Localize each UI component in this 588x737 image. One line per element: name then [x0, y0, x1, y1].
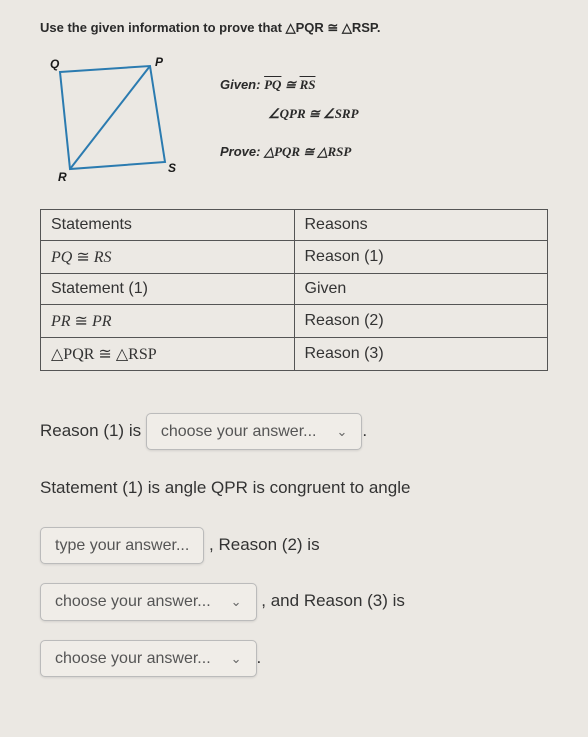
- label-q: Q: [50, 57, 60, 71]
- problem-header: Use the given information to prove that …: [40, 20, 548, 36]
- top-section: Q P S R Given: PQ ≅ RS ∠QPR ≅ ∠SRP Prove…: [40, 54, 548, 184]
- proof-table: Statements Reasons PQ ≅ RS Reason (1) St…: [40, 209, 548, 371]
- statement-1-line: Statement (1) is angle QPR is congruent …: [40, 468, 548, 509]
- select-label: choose your answer...: [55, 650, 211, 667]
- header-reasons: Reasons: [294, 210, 548, 241]
- table-row: PR ≅ PR: [41, 305, 295, 338]
- reason-1-select[interactable]: choose your answer... ⌄: [146, 413, 363, 450]
- answers-block: Reason (1) is choose your answer... ⌄ . S…: [40, 411, 548, 679]
- given-prove-block: Given: PQ ≅ RS ∠QPR ≅ ∠SRP Prove: △PQR ≅…: [220, 71, 359, 167]
- prove-line: Prove: △PQR ≅ △RSP: [220, 138, 359, 167]
- select-label: choose your answer...: [161, 423, 317, 440]
- table-row: △PQR ≅ △RSP: [41, 338, 295, 371]
- statement-1-input-row: type your answer... , Reason (2) is: [40, 525, 548, 566]
- period: .: [362, 421, 367, 440]
- reason-3-select[interactable]: choose your answer... ⌄: [40, 640, 257, 677]
- table-row: Reason (3): [294, 338, 548, 371]
- reason-1-prefix: Reason (1) is: [40, 421, 141, 440]
- parallelogram-diagram: Q P S R: [40, 54, 190, 184]
- table-row: PQ ≅ RS: [41, 241, 295, 274]
- prove-text: △PQR ≅ △RSP: [264, 144, 351, 159]
- reason-2-prefix: , Reason (2) is: [209, 535, 320, 554]
- period: .: [257, 648, 262, 667]
- given-op: ≅: [281, 77, 299, 92]
- reason-2-row: choose your answer... ⌄ , and Reason (3) …: [40, 581, 548, 622]
- given-line-1: Given: PQ ≅ RS: [220, 71, 359, 100]
- label-r: R: [58, 170, 67, 184]
- table-row: Reason (2): [294, 305, 548, 338]
- chevron-down-icon: ⌄: [336, 424, 347, 440]
- reason-3-prefix: , and Reason (3) is: [261, 591, 405, 610]
- prove-label: Prove:: [220, 144, 260, 159]
- header-statements: Statements: [41, 210, 295, 241]
- select-label: choose your answer...: [55, 593, 211, 610]
- reason-2-select[interactable]: choose your answer... ⌄: [40, 583, 257, 620]
- reason-1-row: Reason (1) is choose your answer... ⌄ .: [40, 411, 548, 452]
- given-label: Given:: [220, 77, 260, 92]
- given-pq: PQ: [264, 77, 281, 92]
- chevron-down-icon: ⌄: [231, 594, 242, 610]
- label-s: S: [168, 161, 176, 175]
- label-p: P: [155, 55, 164, 69]
- reason-3-row: choose your answer... ⌄ .: [40, 638, 548, 679]
- statement-1-input[interactable]: type your answer...: [40, 527, 204, 564]
- given-line-2: ∠QPR ≅ ∠SRP: [220, 100, 359, 129]
- given-rs: RS: [300, 77, 316, 92]
- table-row: Reason (1): [294, 241, 548, 274]
- table-row: Given: [294, 274, 548, 305]
- chevron-down-icon: ⌄: [231, 651, 242, 667]
- table-row: Statement (1): [41, 274, 295, 305]
